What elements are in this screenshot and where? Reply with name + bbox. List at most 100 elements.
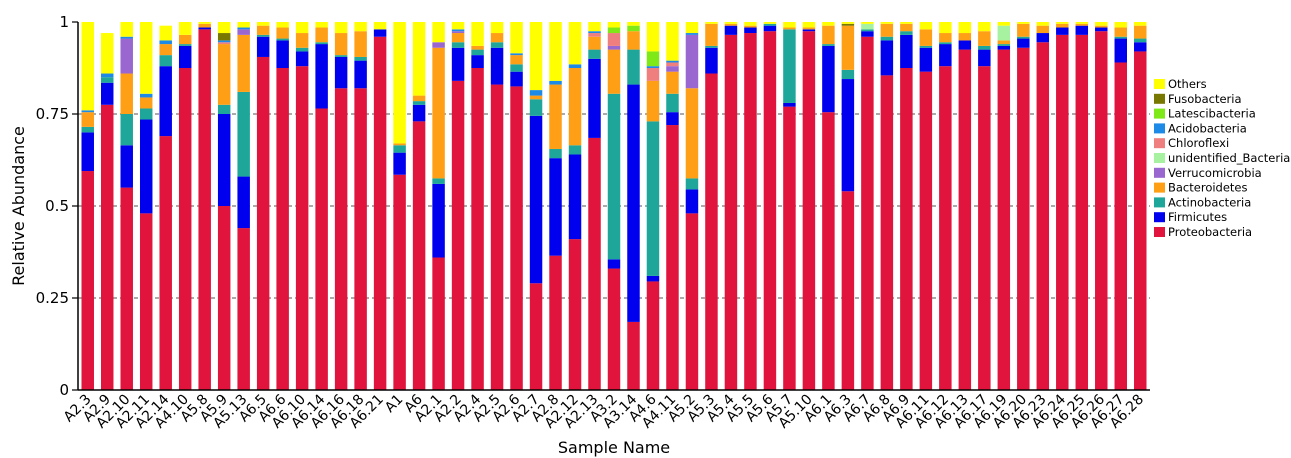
- bar-segment: [471, 55, 484, 68]
- bar-segment: [744, 33, 757, 390]
- legend-item: Others: [1154, 77, 1207, 91]
- legend-label: Others: [1168, 77, 1207, 91]
- bar-segment: [295, 47, 309, 52]
- bar-segment: [490, 33, 504, 43]
- bar-segment: [919, 22, 933, 30]
- bar-segment: [432, 257, 445, 390]
- legend: OthersFusobacteriaLatescibacteriaAcidoba…: [1154, 77, 1290, 239]
- bar-stack: [81, 22, 94, 390]
- bar-segment: [315, 44, 328, 109]
- bar-segment: [861, 22, 874, 24]
- legend-swatch: [1154, 167, 1165, 178]
- y-tick-label: 0.25: [36, 289, 69, 307]
- bar-stack: [646, 22, 660, 390]
- bar-segment: [666, 62, 679, 67]
- bar-segment: [802, 27, 816, 30]
- bar-segment: [880, 36, 894, 41]
- bar-stack: [354, 22, 367, 391]
- bar-segment: [841, 25, 855, 70]
- bar-segment: [588, 36, 601, 50]
- bar-segment: [81, 112, 94, 127]
- legend-swatch: [1154, 153, 1165, 163]
- bar-segment: [763, 25, 777, 32]
- bar-segment: [939, 44, 952, 67]
- bar-segment: [900, 31, 913, 35]
- bar-segment: [1114, 36, 1128, 39]
- bar-segment: [1056, 27, 1069, 35]
- bar-stack: [783, 22, 796, 390]
- bar-segment: [841, 191, 855, 390]
- bar-segment: [510, 55, 523, 65]
- bar-segment: [666, 22, 679, 61]
- bar-segment: [295, 33, 309, 48]
- bar-segment: [783, 22, 796, 28]
- bar-segment: [432, 178, 445, 184]
- bar-segment: [607, 93, 621, 260]
- bar-segment: [1114, 22, 1128, 28]
- bar-segment: [1075, 22, 1089, 24]
- bar-segment: [334, 88, 348, 391]
- bar-segment: [198, 27, 211, 30]
- legend-swatch: [1154, 93, 1165, 104]
- bar-segment: [100, 33, 114, 74]
- bar-segment: [217, 104, 231, 114]
- bar-segment: [666, 112, 679, 126]
- legend-item: Firmicutes: [1154, 210, 1227, 224]
- bar-segment: [1036, 42, 1050, 391]
- bar-stack: [880, 22, 894, 391]
- bar-segment: [919, 47, 933, 72]
- bar-segment: [588, 49, 601, 59]
- bar-stack: [763, 22, 777, 390]
- bar-segment: [451, 47, 465, 81]
- bar-segment: [295, 22, 309, 34]
- bar-segment: [822, 25, 835, 45]
- bar-segment: [627, 22, 640, 26]
- bar-segment: [315, 22, 328, 28]
- bar-segment: [978, 49, 991, 67]
- bar-segment: [510, 71, 523, 87]
- bar-segment: [919, 71, 933, 391]
- bar-segment: [997, 22, 1011, 26]
- bar-segment: [568, 64, 582, 68]
- bar-segment: [510, 86, 523, 391]
- bar-segment: [997, 44, 1011, 46]
- legend-swatch: [1154, 138, 1165, 149]
- bar-segment: [978, 22, 991, 32]
- bar-segment: [1114, 27, 1128, 37]
- bar-segment: [178, 22, 192, 35]
- bar-segment: [237, 176, 250, 229]
- bar-segment: [529, 90, 543, 96]
- bar-segment: [549, 255, 562, 390]
- bar-segment: [1134, 22, 1147, 26]
- bar-segment: [607, 49, 621, 94]
- y-tick-label: 0.75: [36, 105, 69, 123]
- bar-segment: [393, 22, 406, 144]
- bar-segment: [178, 45, 192, 68]
- bar-stack: [178, 22, 192, 390]
- bar-segment: [646, 121, 660, 276]
- bar-stack: [334, 22, 348, 391]
- bar-stack: [939, 22, 952, 390]
- bar-segment: [412, 22, 426, 96]
- bar-segment: [666, 125, 679, 390]
- bar-segment: [81, 22, 94, 111]
- bar-segment: [217, 44, 231, 105]
- bar-segment: [471, 45, 484, 50]
- bar-stack: [295, 22, 309, 390]
- bar-segment: [666, 60, 679, 63]
- bar-segment: [646, 66, 660, 68]
- bar-segment: [822, 45, 835, 113]
- bar-segment: [666, 93, 679, 113]
- bar-segment: [529, 95, 543, 100]
- legend-swatch: [1154, 182, 1165, 193]
- bar-segment: [178, 68, 192, 390]
- bar-stack: [529, 22, 543, 390]
- bar-segment: [529, 283, 543, 390]
- bar-segment: [393, 174, 406, 390]
- bar-stack: [1095, 22, 1108, 390]
- bar-segment: [412, 121, 426, 391]
- bar-segment: [685, 34, 699, 89]
- bar-segment: [880, 23, 894, 37]
- bar-segment: [588, 22, 601, 32]
- bar-segment: [139, 97, 153, 109]
